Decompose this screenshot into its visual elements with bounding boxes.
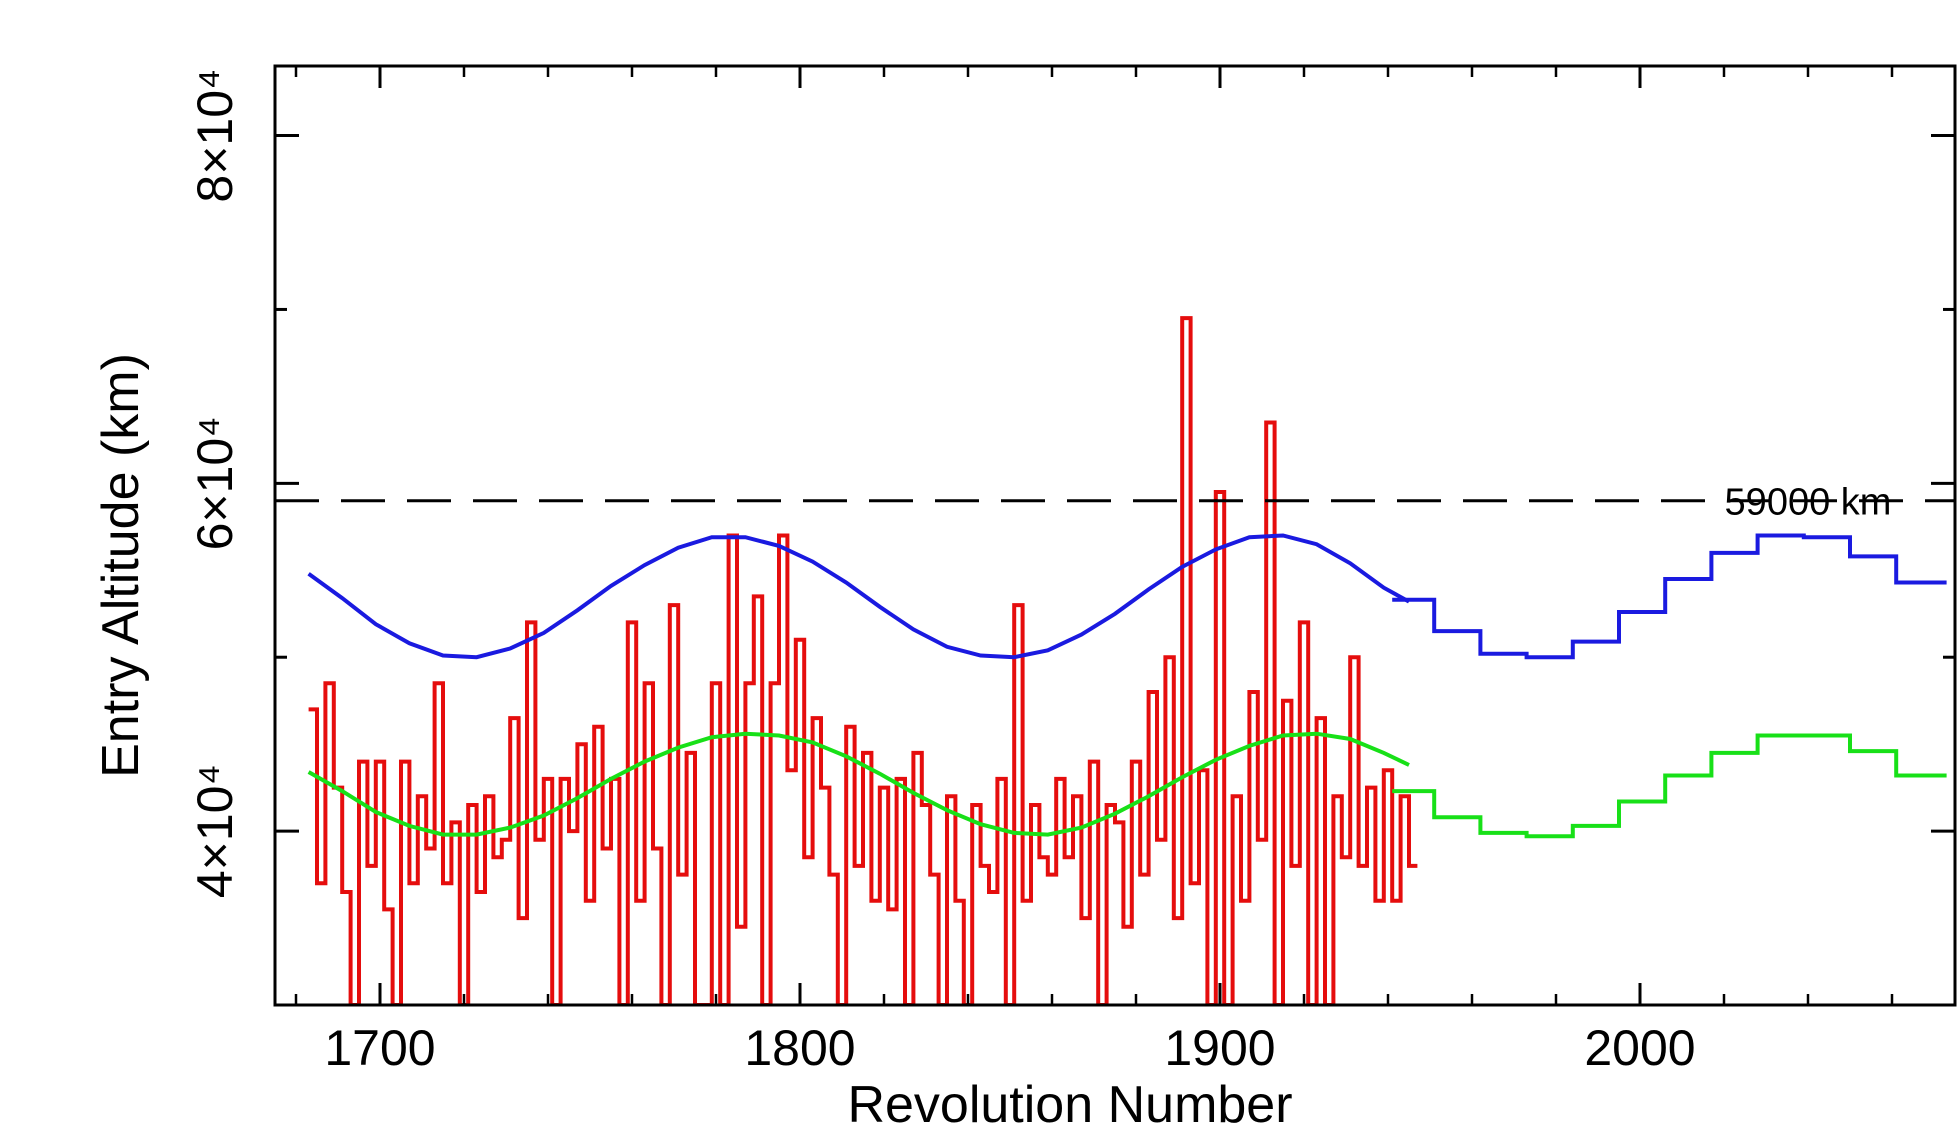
axes	[273, 64, 1957, 1007]
y-tick-label: 4×10⁴	[187, 764, 243, 898]
plot-frame	[273, 64, 1957, 1007]
series-line-2	[1392, 533, 1947, 660]
x-tick-label: 2000	[1584, 1020, 1695, 1076]
series-layer	[307, 316, 1947, 1005]
chart-text: Revolution Number Entry Altitude (km) 59…	[92, 69, 1891, 1134]
series-line-0	[308, 316, 1418, 1005]
series-line-3	[307, 731, 1410, 837]
y-tick-label: 6×10⁴	[187, 416, 243, 550]
y-tick-label: 8×10⁴	[187, 69, 243, 203]
x-axis-label: Revolution Number	[847, 1076, 1292, 1134]
x-tick-label: 1800	[744, 1020, 855, 1076]
x-tick-label: 1700	[324, 1020, 435, 1076]
series-line-1	[307, 533, 1410, 660]
y-axis-label: Entry Altitude (km)	[92, 353, 150, 778]
annotation-label: 59000 km	[1725, 482, 1892, 524]
x-tick-label: 1900	[1164, 1020, 1275, 1076]
series-line-4	[1392, 733, 1947, 839]
